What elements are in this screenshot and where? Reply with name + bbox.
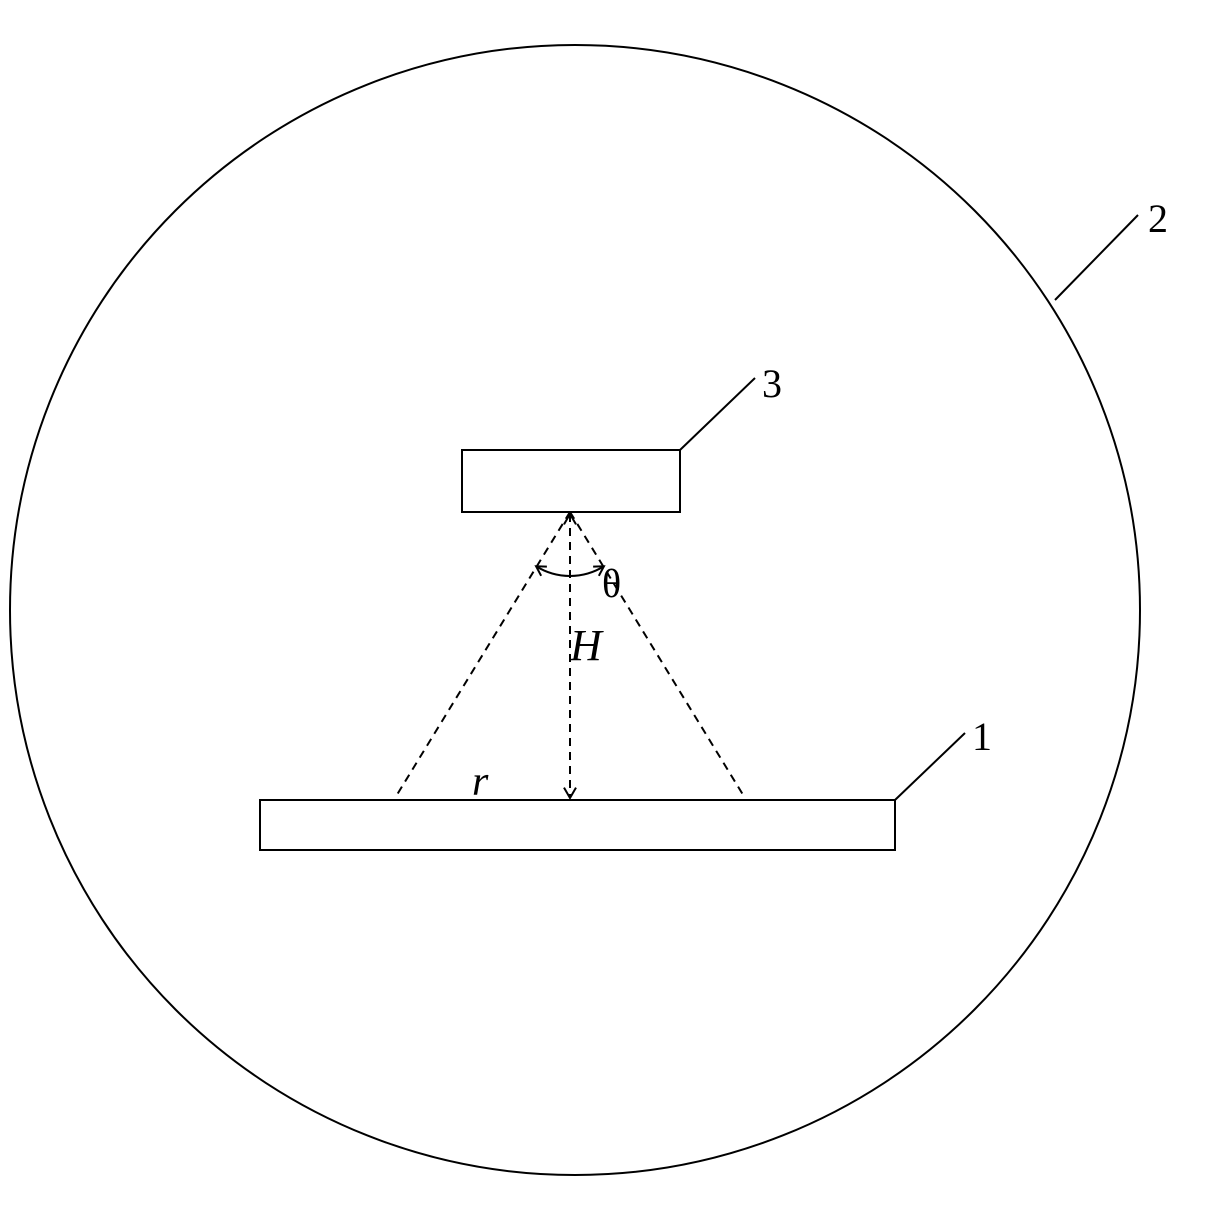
callout-label-1: 1 <box>972 713 992 760</box>
height-label: H <box>570 620 602 671</box>
theta-label: θ <box>602 560 621 607</box>
callout-label-2: 2 <box>1148 195 1168 242</box>
callout-label-3: 3 <box>762 360 782 407</box>
diagram-svg <box>0 0 1227 1222</box>
radius-label: r <box>472 758 488 806</box>
diagram-container <box>0 0 1227 1222</box>
